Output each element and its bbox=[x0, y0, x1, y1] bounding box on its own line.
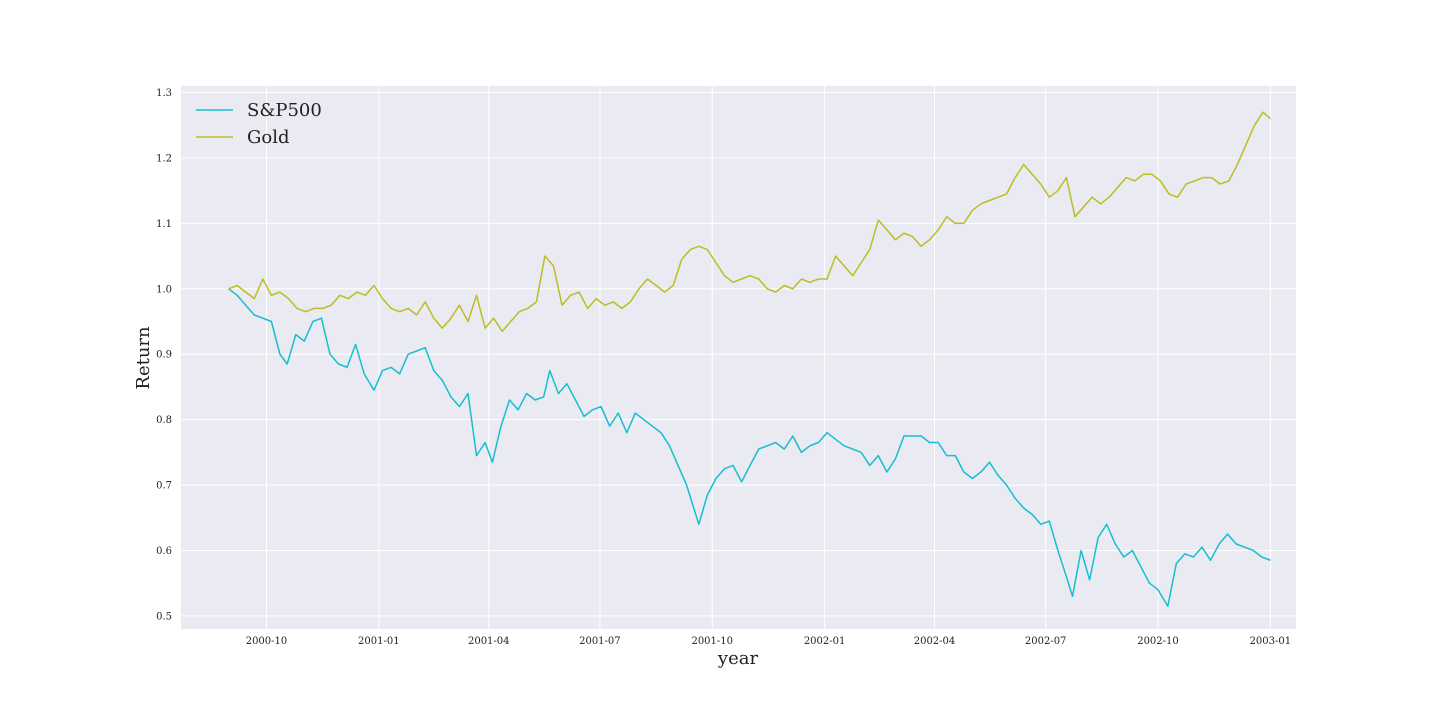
y-tick-label: 0.5 bbox=[156, 611, 172, 622]
y-axis-label: Return bbox=[133, 326, 154, 390]
x-tick-label: 2002-01 bbox=[804, 636, 846, 647]
series-lines bbox=[228, 111, 1271, 607]
x-tick-label: 2001-04 bbox=[468, 636, 510, 647]
x-axis-ticks: 2000-10 2001-01 2001-04 2001-07 2001-10 2002-… bbox=[246, 636, 1291, 647]
y-tick-label: 1.2 bbox=[156, 153, 172, 164]
x-tick-label: 2002-07 bbox=[1025, 636, 1067, 647]
y-axis-ticks: 0.5 0.6 0.7 0.8 0.9 1.0 1.1 1.2 1.3 bbox=[156, 88, 172, 622]
y-tick-label: 1.1 bbox=[156, 219, 172, 230]
series-line-gold bbox=[228, 111, 1271, 333]
y-tick-label: 0.7 bbox=[156, 481, 172, 492]
y-tick-label: 1.0 bbox=[156, 284, 172, 295]
plot-background bbox=[181, 86, 1296, 629]
legend: S&P500 Gold bbox=[196, 100, 322, 148]
y-tick-label: 0.8 bbox=[156, 415, 172, 426]
x-tick-label: 2001-07 bbox=[579, 636, 621, 647]
series-line-s-p500 bbox=[228, 288, 1271, 607]
x-tick-label: 2000-10 bbox=[246, 636, 288, 647]
x-tick-label: 2001-10 bbox=[691, 636, 733, 647]
legend-label: Gold bbox=[247, 127, 290, 148]
y-tick-label: 0.6 bbox=[156, 546, 172, 557]
x-axis-label: year bbox=[717, 648, 759, 669]
grid bbox=[181, 86, 1296, 629]
legend-label: S&P500 bbox=[247, 100, 322, 121]
y-tick-label: 0.9 bbox=[156, 350, 172, 361]
y-tick-label: 1.3 bbox=[156, 88, 172, 99]
x-tick-label: 2002-10 bbox=[1137, 636, 1179, 647]
x-tick-label: 2001-01 bbox=[358, 636, 400, 647]
x-tick-label: 2003-01 bbox=[1250, 636, 1292, 647]
x-tick-label: 2002-04 bbox=[914, 636, 956, 647]
